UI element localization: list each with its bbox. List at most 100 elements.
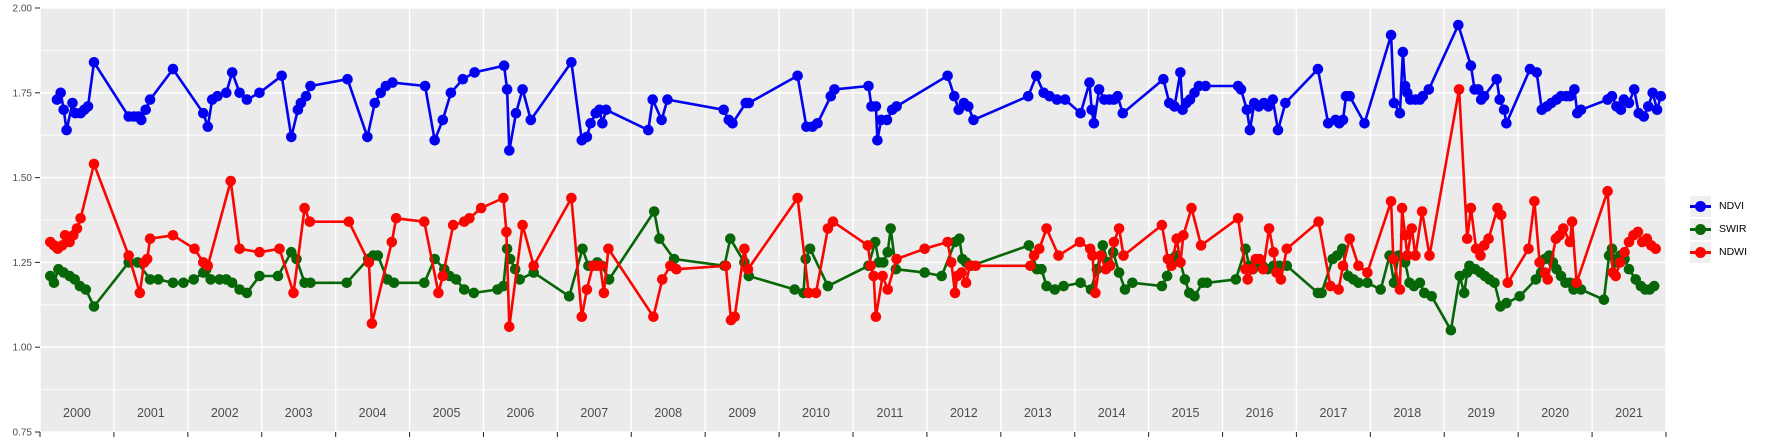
data-point-ndvi bbox=[1267, 94, 1279, 105]
legend-item-ndvi: NDVI bbox=[1690, 195, 1747, 218]
data-point-ndvi bbox=[342, 73, 353, 85]
data-point-ndwi bbox=[299, 202, 310, 214]
data-point-ndwi bbox=[75, 213, 86, 224]
data-point-ndwi bbox=[882, 284, 893, 295]
data-point-ndwi bbox=[729, 311, 740, 323]
data-point-ndvi bbox=[1158, 73, 1169, 85]
data-point-ndvi bbox=[1423, 84, 1435, 95]
data-point-swir bbox=[936, 270, 947, 282]
data-point-swir bbox=[226, 277, 238, 289]
data-point-ndwi bbox=[868, 270, 879, 282]
data-point-swir bbox=[188, 274, 199, 285]
data-point-ndvi bbox=[221, 87, 232, 99]
x-axis-label: 2000 bbox=[63, 406, 91, 420]
ndwi-line-point-icon bbox=[1690, 242, 1711, 263]
y-axis-label: 0.75 bbox=[13, 428, 33, 439]
data-point-ndwi bbox=[566, 192, 577, 204]
x-axis-label: 2002 bbox=[211, 406, 239, 420]
data-point-ndvi bbox=[581, 131, 593, 143]
data-point-ndwi bbox=[88, 158, 100, 170]
data-point-ndvi bbox=[1272, 124, 1284, 136]
data-point-ndwi bbox=[288, 287, 299, 299]
data-point-ndvi bbox=[1031, 70, 1042, 82]
data-point-ndwi bbox=[1564, 236, 1576, 248]
data-point-swir bbox=[1049, 284, 1061, 295]
data-point-swir bbox=[468, 287, 480, 299]
data-point-ndvi bbox=[1200, 80, 1211, 92]
data-point-ndwi bbox=[447, 219, 459, 231]
legend-item-ndwi: NDWI bbox=[1690, 241, 1747, 264]
data-point-ndwi bbox=[1402, 250, 1413, 261]
data-point-ndwi bbox=[1461, 233, 1473, 244]
data-point-ndvi bbox=[1088, 118, 1100, 129]
data-point-swir bbox=[419, 277, 430, 289]
x-axis-label: 2010 bbox=[802, 406, 830, 420]
data-point-ndwi bbox=[1034, 243, 1045, 255]
data-point-ndvi bbox=[891, 101, 902, 112]
data-point-ndwi bbox=[1186, 202, 1197, 214]
data-point-swir bbox=[885, 223, 896, 234]
data-point-ndwi bbox=[1275, 274, 1287, 285]
data-point-ndvi bbox=[968, 114, 979, 126]
data-point-ndwi bbox=[1495, 209, 1507, 221]
data-point-ndvi bbox=[300, 90, 312, 102]
data-point-ndwi bbox=[366, 318, 378, 329]
data-point-ndwi bbox=[576, 311, 588, 323]
data-point-ndvi bbox=[202, 121, 214, 132]
data-point-ndwi bbox=[1156, 219, 1168, 231]
data-point-ndvi bbox=[167, 63, 179, 75]
data-point-ndwi bbox=[598, 287, 610, 299]
data-point-ndvi bbox=[1647, 87, 1658, 99]
data-point-ndwi bbox=[603, 243, 614, 255]
data-point-ndvi bbox=[1623, 97, 1635, 109]
data-point-swir bbox=[1036, 263, 1047, 275]
data-point-swir bbox=[272, 270, 284, 282]
data-point-ndvi bbox=[829, 84, 840, 95]
data-point-swir bbox=[153, 274, 164, 285]
data-point-swir bbox=[144, 274, 156, 285]
data-point-ndwi bbox=[1362, 267, 1373, 278]
data-point-ndvi bbox=[241, 94, 253, 105]
x-axis-label: 2014 bbox=[1098, 406, 1126, 420]
data-point-ndwi bbox=[1465, 202, 1477, 214]
data-point-ndwi bbox=[594, 260, 606, 272]
data-point-ndvi bbox=[501, 84, 513, 95]
data-point-ndwi bbox=[891, 253, 902, 265]
data-point-ndvi bbox=[1093, 84, 1105, 95]
data-point-ndvi bbox=[1643, 101, 1654, 112]
data-point-swir bbox=[1501, 297, 1512, 309]
data-point-ndvi bbox=[1397, 46, 1409, 58]
x-axis-label: 2021 bbox=[1615, 406, 1643, 420]
data-point-ndvi bbox=[643, 124, 654, 136]
x-axis-label: 2012 bbox=[950, 406, 978, 420]
data-point-ndwi bbox=[390, 213, 402, 224]
data-point-ndvi bbox=[1169, 101, 1180, 112]
data-point-ndvi bbox=[597, 118, 608, 129]
swir-line-point-icon bbox=[1690, 219, 1711, 240]
data-point-ndwi bbox=[970, 260, 981, 272]
data-point-ndvi bbox=[1498, 104, 1510, 116]
y-axis-label: 2.00 bbox=[13, 4, 33, 15]
data-point-ndwi bbox=[1602, 185, 1613, 197]
data-point-ndwi bbox=[1424, 250, 1435, 261]
data-point-ndwi bbox=[1453, 84, 1465, 95]
data-point-swir bbox=[241, 287, 253, 299]
data-point-ndwi bbox=[1166, 260, 1177, 272]
data-point-ndvi bbox=[1453, 19, 1464, 31]
x-axis-label: 2020 bbox=[1541, 406, 1569, 420]
ndvi-line-point-icon bbox=[1690, 196, 1711, 217]
x-axis-label: 2018 bbox=[1393, 406, 1421, 420]
data-point-swir bbox=[1489, 277, 1500, 289]
data-point-ndwi bbox=[1388, 253, 1399, 265]
data-point-swir bbox=[1362, 277, 1373, 289]
data-point-ndwi bbox=[1195, 240, 1207, 251]
data-point-ndvi bbox=[369, 97, 381, 109]
data-point-swir bbox=[388, 277, 400, 289]
data-point-ndvi bbox=[305, 80, 316, 92]
data-point-ndwi bbox=[144, 233, 156, 244]
data-point-ndvi bbox=[362, 131, 373, 143]
data-point-ndwi bbox=[1254, 253, 1265, 265]
data-point-ndwi bbox=[827, 216, 839, 227]
data-point-swir bbox=[648, 206, 660, 217]
data-point-swir bbox=[80, 284, 92, 295]
